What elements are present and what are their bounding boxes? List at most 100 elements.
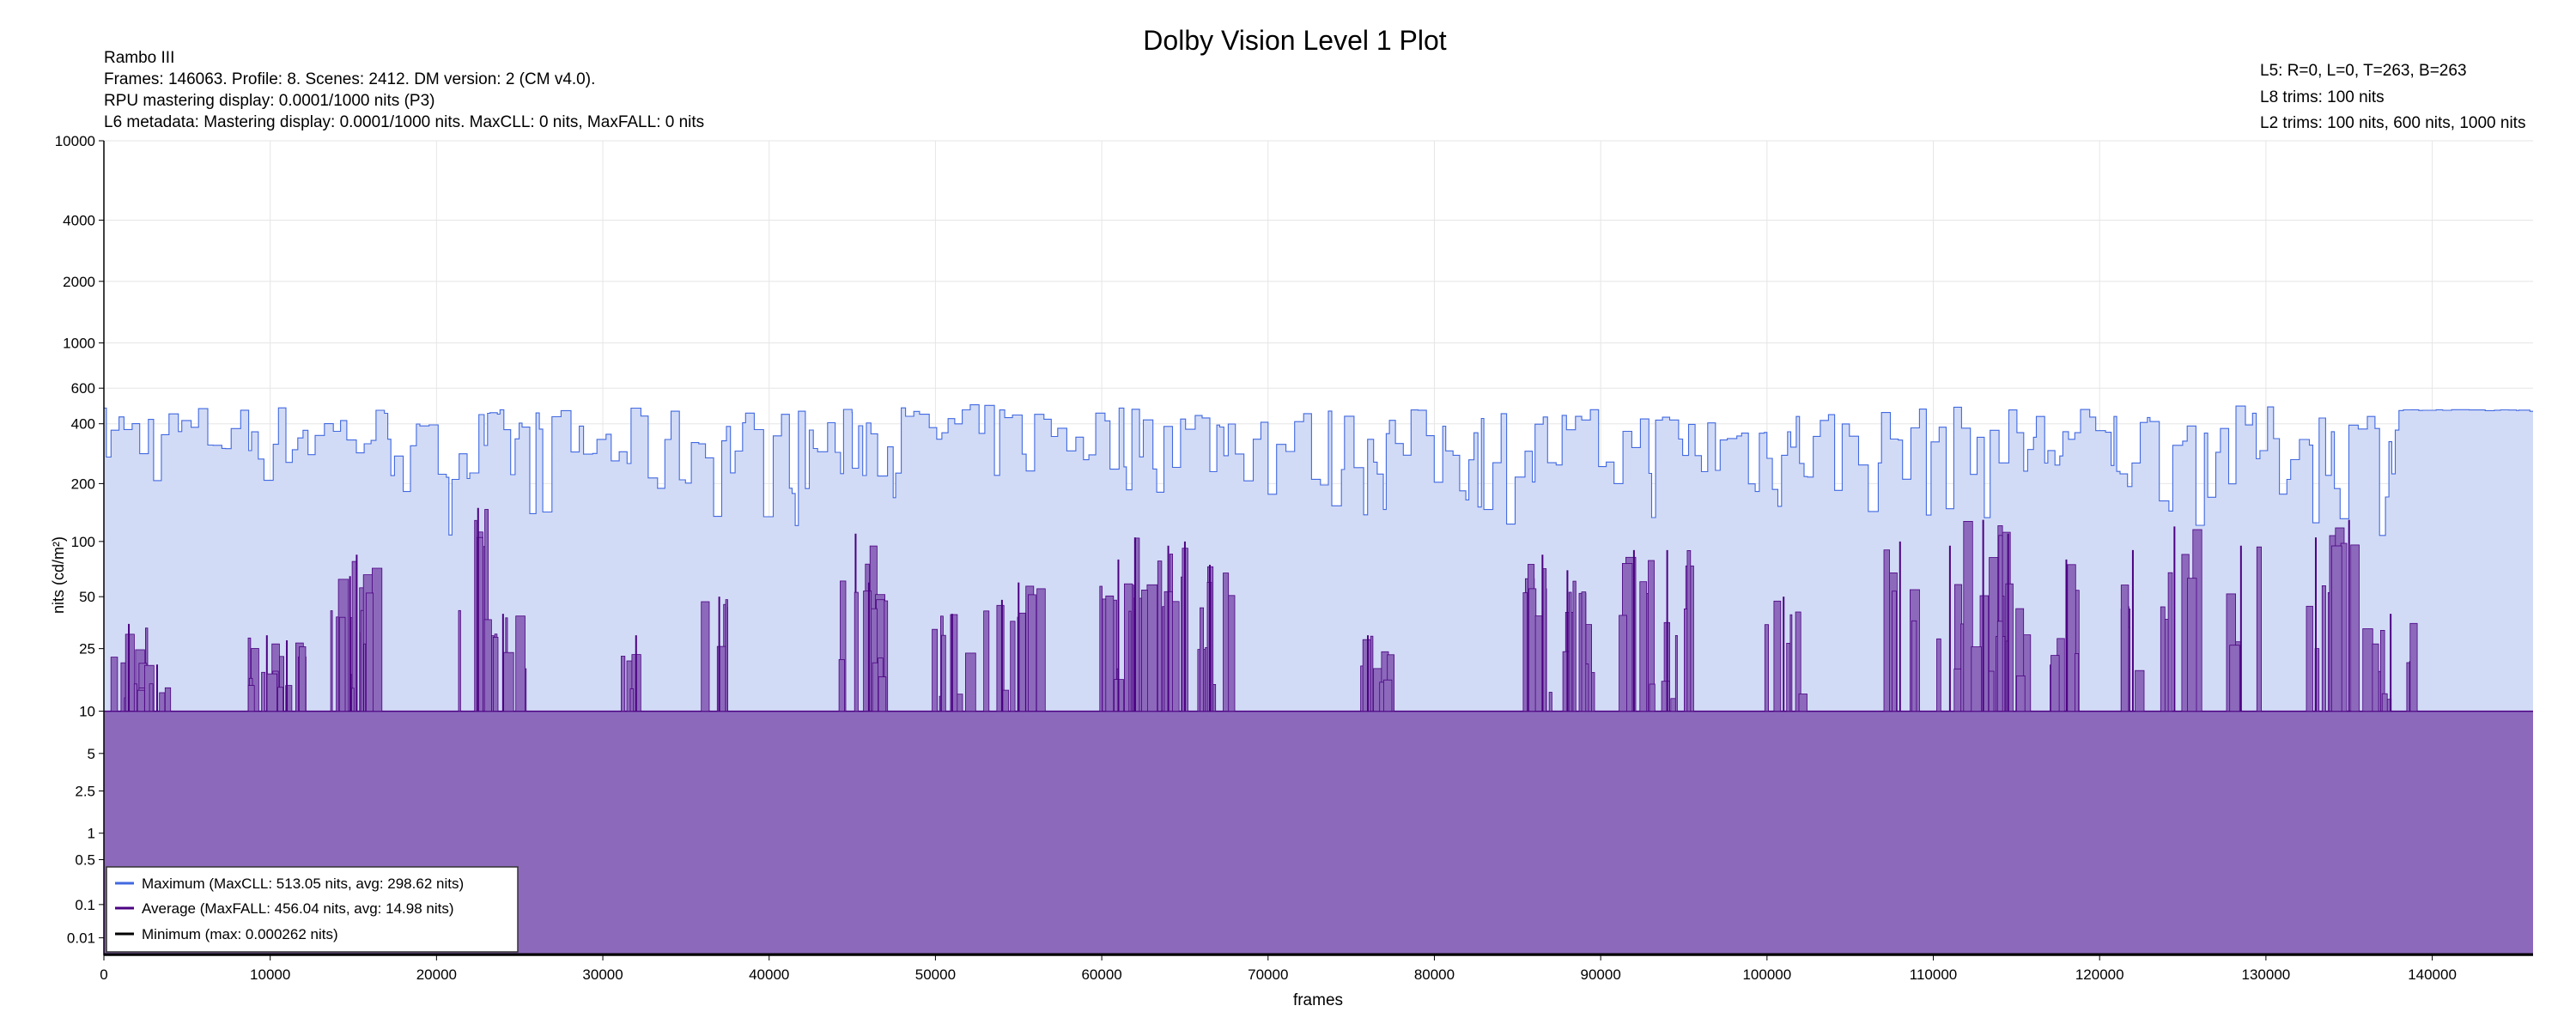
- avg-series-spike: [1568, 591, 1572, 712]
- y-tick-label: 400: [71, 416, 95, 433]
- avg-series-spike: [137, 689, 145, 712]
- avg-series-spike: [1649, 683, 1656, 712]
- y-tick-label: 10: [79, 704, 95, 720]
- avg-series-spike: [2229, 645, 2240, 712]
- y-tick-label: 100: [71, 534, 95, 550]
- avg-series-spike: [1036, 588, 1046, 712]
- x-tick-label: 20000: [416, 966, 457, 983]
- avg-series-spike: [1528, 588, 1537, 712]
- avg-series-spike: [1988, 670, 1995, 712]
- avg-series-spike: [1028, 594, 1036, 712]
- avg-series-spike: [1542, 568, 1547, 712]
- avg-series-spike: [1674, 635, 1678, 712]
- y-tick-label: 0.5: [75, 852, 95, 869]
- x-tick-label: 110000: [1910, 966, 1957, 983]
- avg-series-spike: [1911, 620, 1917, 712]
- avg-series-spike: [950, 614, 958, 712]
- avg-series-spike: [330, 610, 333, 712]
- avg-series-spike: [2120, 585, 2129, 712]
- y-tick-label: 10000: [55, 133, 95, 149]
- avg-series-spike: [475, 536, 483, 712]
- avg-series-spike: [2067, 564, 2076, 712]
- avg-series-spike: [351, 688, 355, 712]
- avg-series-spike: [1124, 583, 1133, 712]
- x-tick-label: 60000: [1081, 966, 1121, 983]
- avg-series-spike: [1936, 638, 1941, 712]
- info-right-line: L5: R=0, L=0, T=263, B=263: [2260, 62, 2467, 80]
- avg-series-spike: [1661, 681, 1670, 712]
- avg-series-spike: [1963, 521, 1973, 712]
- avg-series-spike: [1522, 592, 1528, 712]
- avg-series-spike: [149, 683, 154, 712]
- avg-series-spike: [725, 599, 728, 712]
- avg-series-spike: [1798, 694, 1807, 712]
- avg-series-spike: [363, 643, 367, 712]
- avg-series-spike: [1581, 591, 1587, 712]
- avg-series-spike: [1099, 585, 1103, 712]
- avg-series-spike: [2381, 693, 2388, 712]
- avg-series-spike: [261, 671, 266, 712]
- info-left-line: L6 metadata: Mastering display: 0.0001/1…: [104, 113, 704, 131]
- avg-series-spike: [164, 687, 172, 712]
- avg-series-spike: [1572, 580, 1577, 712]
- chart-title: Dolby Vision Level 1 Plot: [1143, 25, 1447, 56]
- avg-series-spike: [1786, 643, 1791, 712]
- x-tick-label: 80000: [1414, 966, 1455, 983]
- avg-series-spike: [515, 615, 526, 712]
- y-tick-label: 0.1: [75, 897, 95, 913]
- avg-series-spike: [854, 591, 859, 712]
- avg-series-spike: [1971, 646, 1982, 712]
- avg-series-spike: [965, 652, 976, 712]
- y-tick-label: 1000: [63, 336, 95, 352]
- y-tick-label: 25: [79, 641, 95, 657]
- avg-series-spike: [110, 657, 118, 712]
- avg-series-spike: [1370, 635, 1374, 712]
- x-tick-label: 0: [100, 966, 107, 983]
- avg-series-spike: [1619, 615, 1627, 712]
- plot-area: 0.01 0.1 0.5 1 2.5 5 10 25 50 100 200 400 600 1000 200…: [55, 133, 2533, 983]
- x-tick-label: 130000: [2242, 966, 2291, 983]
- avg-series-spike: [1670, 698, 1677, 712]
- avg-series-spike: [2160, 606, 2166, 712]
- avg-series-spike: [983, 610, 990, 712]
- avg-series-spike: [1135, 537, 1140, 712]
- avg-series-spike: [2015, 676, 2026, 712]
- avg-series-spike: [2330, 545, 2342, 712]
- avg-series-spike: [2187, 578, 2197, 712]
- avg-series-spike: [1157, 560, 1163, 712]
- x-tick-label: 140000: [2408, 966, 2457, 983]
- avg-series-spike: [878, 676, 887, 712]
- info-right-line: L2 trims: 100 nits, 600 nits, 1000 nits: [2260, 114, 2525, 132]
- avg-series-spike: [1223, 573, 1230, 712]
- avg-series-spike: [629, 688, 635, 712]
- avg-series-spike: [1548, 692, 1552, 712]
- x-tick-label: 120000: [2075, 966, 2124, 983]
- avg-series-spike: [125, 633, 135, 712]
- avg-series-spike: [2075, 653, 2080, 712]
- avg-series-spike: [1639, 581, 1648, 712]
- info-right-line: L8 trims: 100 nits: [2260, 88, 2385, 106]
- avg-series-spike: [1128, 610, 1132, 712]
- max-series-line: [104, 404, 2533, 536]
- avg-series-spike: [2372, 643, 2379, 712]
- avg-series-spike: [2135, 670, 2145, 712]
- avg-series-spike: [474, 519, 477, 712]
- avg-series-spike: [863, 591, 872, 712]
- x-tick-label: 40000: [749, 966, 789, 983]
- y-tick-label: 4000: [63, 212, 95, 228]
- avg-series-spike: [838, 659, 845, 712]
- legend: Maximum (MaxCLL: 513.05 nits, avg: 298.6…: [106, 866, 519, 953]
- avg-series-spike: [133, 683, 137, 712]
- legend-item-minimum: Minimum (max: 0.000262 nits): [142, 926, 338, 942]
- x-tick-label: 30000: [582, 966, 623, 983]
- avg-series-spike: [1892, 591, 1898, 712]
- x-tick-label: 100000: [1742, 966, 1791, 983]
- avg-series-spike: [2321, 585, 2326, 712]
- avg-series-spike: [1534, 615, 1543, 712]
- avg-series-spike: [2256, 546, 2263, 712]
- avg-series-spike: [277, 687, 284, 712]
- avg-series-spike: [941, 634, 946, 712]
- avg-series-spike: [371, 567, 383, 712]
- info-left-line: RPU mastering display: 0.0001/1000 nits …: [104, 92, 434, 110]
